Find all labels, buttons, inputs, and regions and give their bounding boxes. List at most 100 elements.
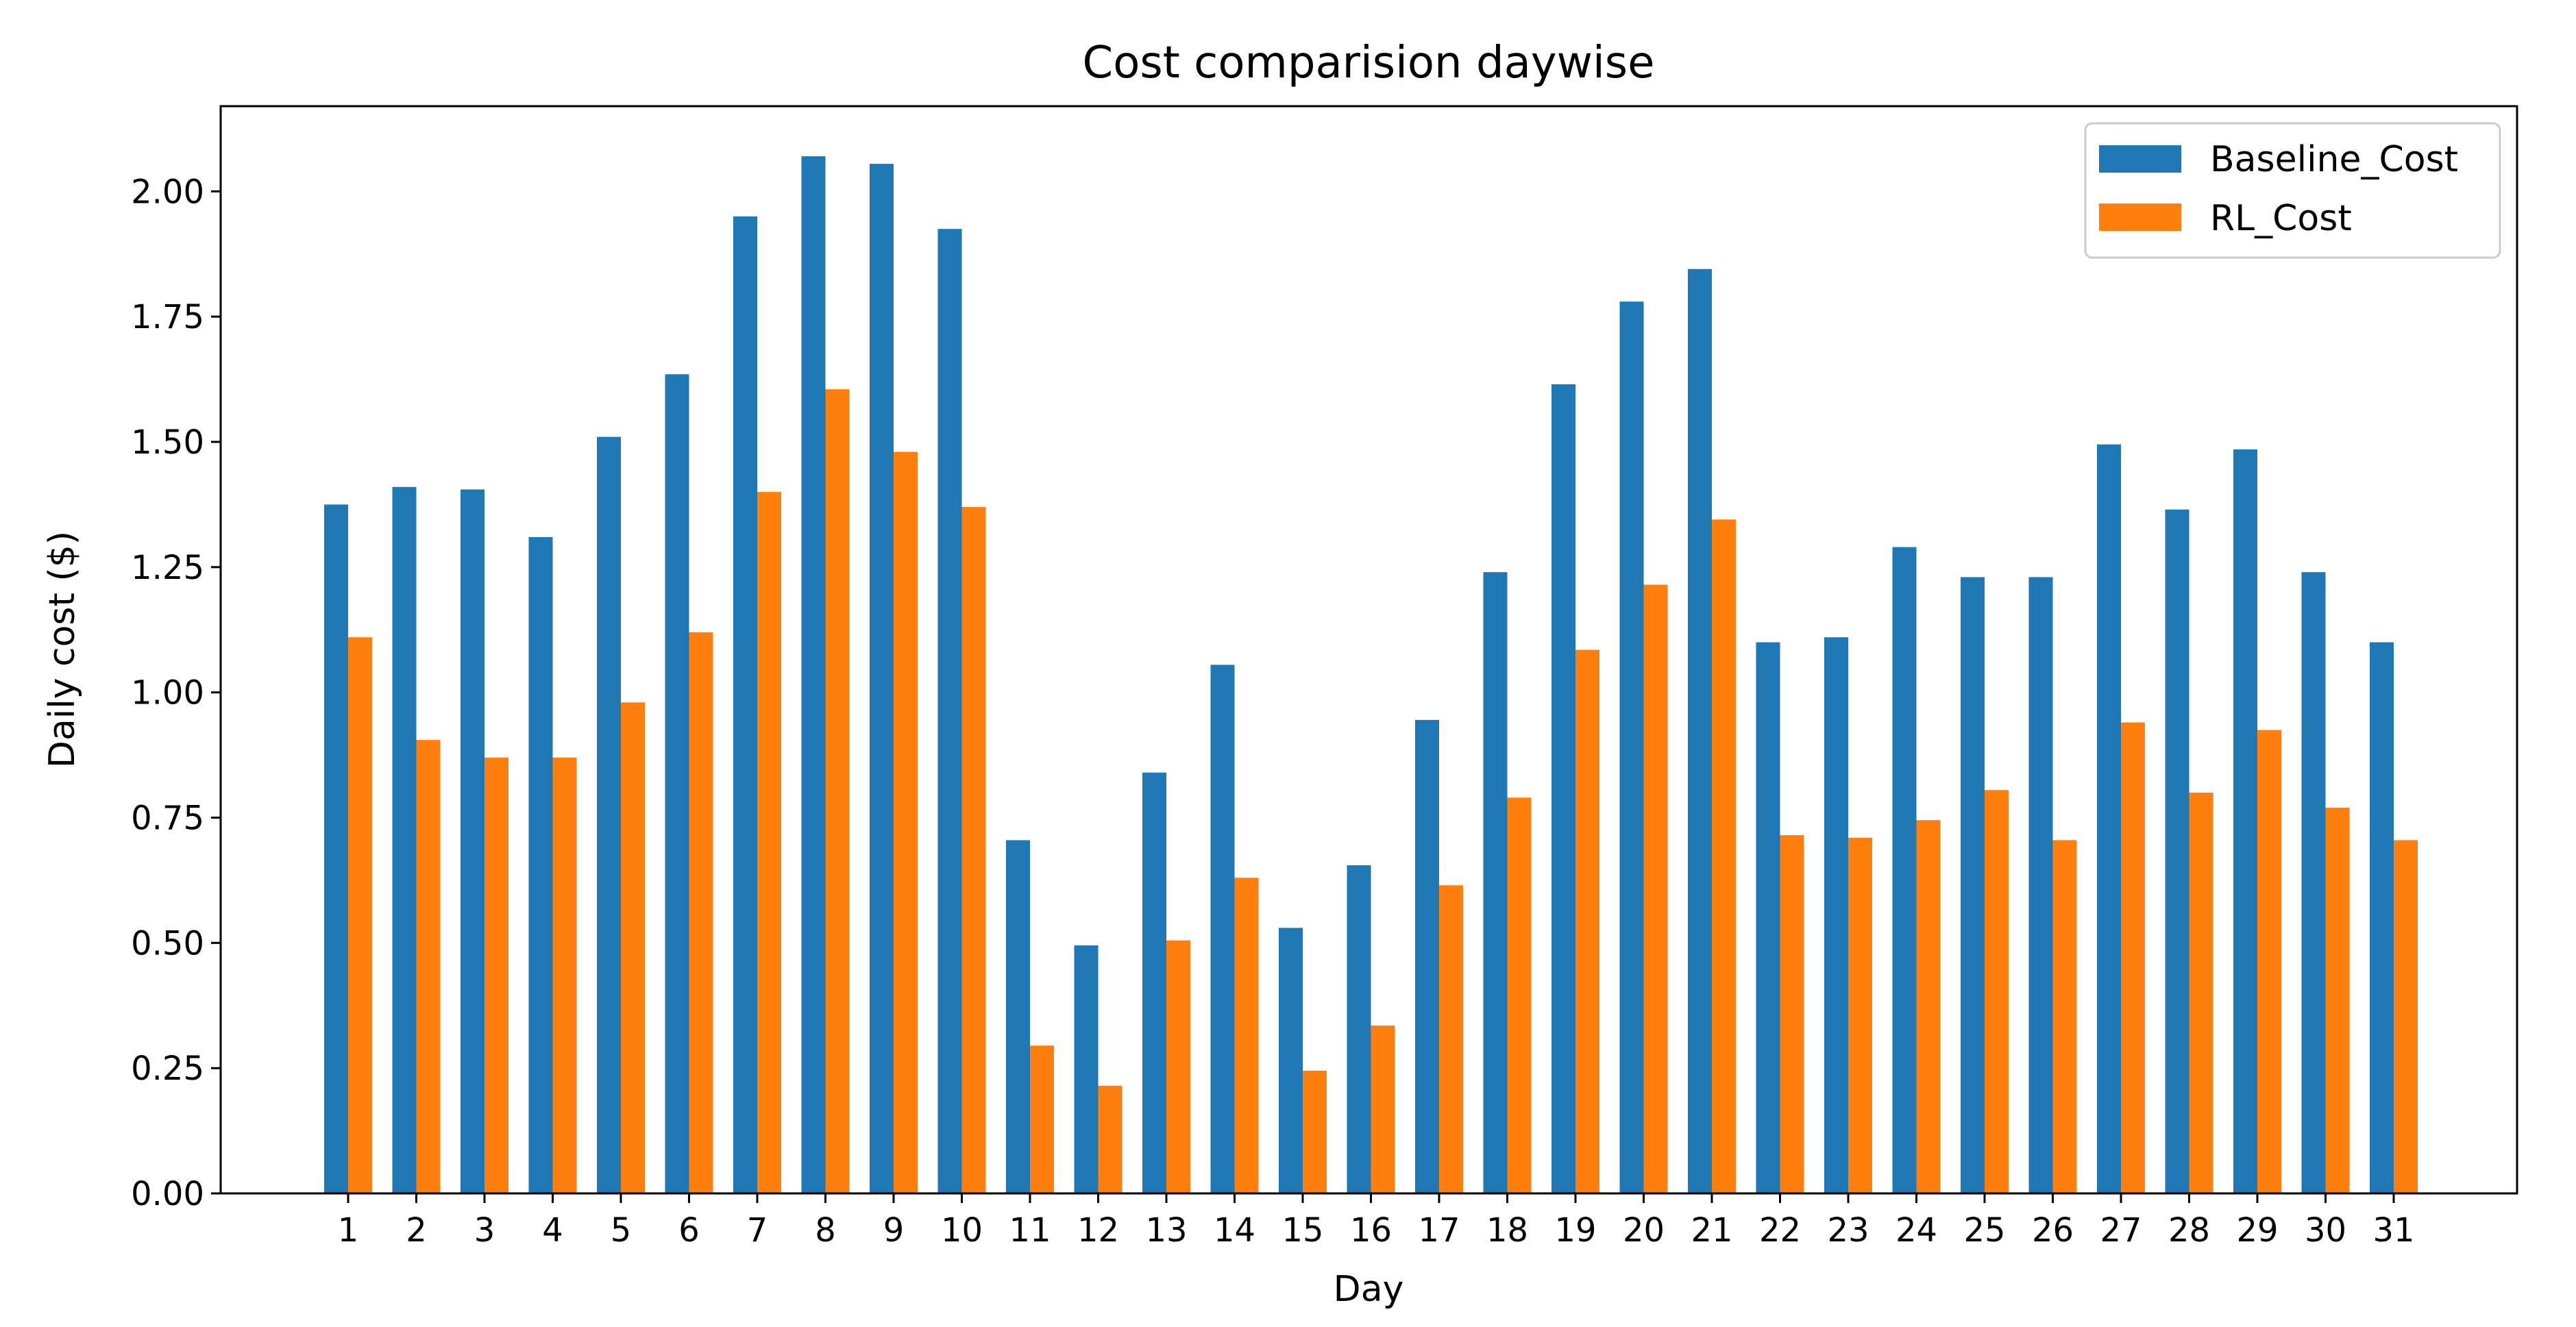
rl-bar-day-26 <box>2052 840 2077 1193</box>
baseline-bar-day-8 <box>801 156 826 1193</box>
y-tick-label: 1.50 <box>131 423 204 462</box>
x-tick-label: 12 <box>1077 1211 1119 1250</box>
x-tick-label: 2 <box>406 1211 427 1250</box>
rl-bar-day-14 <box>1234 878 1259 1193</box>
baseline-bar-day-31 <box>2370 642 2394 1193</box>
rl-bar-day-17 <box>1439 885 1463 1193</box>
y-axis-ticks: 0.00 0.25 0.50 0.75 1.00 1.25 1.50 1.75 2.00 <box>131 173 221 1213</box>
baseline-bar-day-22 <box>1756 642 1780 1193</box>
rl-bar-day-6 <box>689 632 713 1193</box>
rl-bar-day-11 <box>1030 1045 1054 1193</box>
x-tick-label: 17 <box>1418 1211 1460 1250</box>
baseline-bar-day-17 <box>1415 719 1439 1193</box>
baseline-bar-day-12 <box>1074 945 1099 1193</box>
rl-bar-day-31 <box>2394 840 2418 1193</box>
x-tick-label: 20 <box>1623 1211 1665 1250</box>
x-tick-label: 26 <box>2032 1211 2074 1250</box>
rl-bar-day-29 <box>2257 730 2281 1193</box>
y-tick-label: 0.00 <box>131 1175 204 1213</box>
x-tick-label: 16 <box>1350 1211 1392 1250</box>
x-tick-label: 22 <box>1759 1211 1801 1250</box>
rl-bar-day-7 <box>757 492 781 1193</box>
x-tick-label: 29 <box>2236 1211 2278 1250</box>
rl-bar-day-27 <box>2121 722 2145 1193</box>
x-tick-label: 18 <box>1486 1211 1528 1250</box>
x-tick-label: 14 <box>1214 1211 1255 1250</box>
rl-bar-day-30 <box>2325 807 2350 1193</box>
baseline-bar-day-29 <box>2233 449 2257 1193</box>
rl-bar-day-22 <box>1780 835 1804 1193</box>
x-tick-label: 10 <box>941 1211 983 1250</box>
rl-bar-day-23 <box>1848 837 1872 1193</box>
x-tick-label: 21 <box>1691 1211 1732 1250</box>
bars-group <box>324 156 2418 1194</box>
x-tick-label: 6 <box>678 1211 700 1250</box>
rl-bar-day-15 <box>1303 1070 1327 1193</box>
x-tick-label: 4 <box>542 1211 563 1250</box>
rl-bar-day-3 <box>484 757 508 1193</box>
rl-bar-day-8 <box>825 389 850 1193</box>
rl-bar-day-12 <box>1098 1085 1123 1193</box>
baseline-bar-day-10 <box>937 229 962 1193</box>
x-tick-label: 13 <box>1145 1211 1187 1250</box>
y-tick-label: 1.75 <box>131 298 204 336</box>
legend-box <box>2084 122 2501 259</box>
baseline-bar-day-14 <box>1210 665 1235 1193</box>
rl-bar-day-16 <box>1371 1026 1395 1193</box>
baseline-bar-day-15 <box>1279 928 1303 1193</box>
rl-bar-day-19 <box>1575 649 1599 1193</box>
x-tick-label: 30 <box>2305 1211 2346 1250</box>
rl-bar-day-28 <box>2189 792 2213 1193</box>
y-tick-label: 0.75 <box>131 799 204 837</box>
rl-bar-day-13 <box>1166 940 1190 1193</box>
rl-bar-day-21 <box>1712 519 1736 1193</box>
baseline-bar-day-6 <box>665 374 689 1194</box>
baseline-bar-day-30 <box>2301 572 2326 1193</box>
x-tick-label: 1 <box>338 1211 359 1250</box>
baseline-bar-day-24 <box>1892 547 1917 1193</box>
x-tick-label: 15 <box>1281 1211 1323 1250</box>
rl-bar-day-18 <box>1507 797 1532 1193</box>
x-tick-label: 19 <box>1554 1211 1596 1250</box>
legend: Baseline_Cost RL_Cost <box>2084 122 2501 259</box>
legend-label-rl: RL_Cost <box>2210 198 2352 239</box>
x-tick-label: 23 <box>1827 1211 1869 1250</box>
y-tick-label: 2.00 <box>131 173 204 211</box>
baseline-bar-day-21 <box>1688 269 1712 1193</box>
baseline-bar-day-3 <box>461 489 484 1193</box>
rl-bar-day-25 <box>1985 790 2009 1193</box>
rl-bar-day-10 <box>961 507 986 1193</box>
rl-bar-day-1 <box>348 637 372 1193</box>
y-tick-label: 0.50 <box>131 924 204 963</box>
baseline-bar-day-16 <box>1347 865 1371 1193</box>
baseline-bar-day-2 <box>392 486 417 1193</box>
baseline-bar-day-13 <box>1142 772 1166 1193</box>
y-tick-label: 1.00 <box>131 674 204 712</box>
x-tick-label: 25 <box>1963 1211 2005 1250</box>
baseline-bar-day-5 <box>597 436 621 1193</box>
x-tick-label: 7 <box>747 1211 768 1250</box>
legend-swatch-baseline <box>2099 145 2181 173</box>
x-tick-label: 9 <box>883 1211 905 1250</box>
y-tick-label: 0.25 <box>131 1050 204 1088</box>
rl-bar-day-20 <box>1643 584 1668 1193</box>
y-tick-label: 1.25 <box>131 549 204 587</box>
x-tick-label: 27 <box>2100 1211 2142 1250</box>
rl-bar-day-4 <box>552 757 577 1193</box>
baseline-bar-day-18 <box>1483 572 1508 1193</box>
x-tick-label: 24 <box>1896 1211 1937 1250</box>
baseline-bar-day-23 <box>1824 637 1848 1193</box>
x-tick-label: 28 <box>2168 1211 2210 1250</box>
baseline-bar-day-4 <box>528 536 553 1193</box>
x-axis-label: Day <box>1334 1269 1404 1310</box>
x-tick-label: 3 <box>474 1211 495 1250</box>
rl-bar-day-9 <box>894 451 918 1194</box>
chart-title: Cost comparision daywise <box>1083 38 1655 88</box>
x-tick-label: 31 <box>2372 1211 2414 1250</box>
baseline-bar-day-26 <box>2028 577 2053 1193</box>
rl-bar-day-5 <box>621 702 645 1193</box>
legend-swatch-rl <box>2099 203 2181 231</box>
baseline-bar-day-1 <box>324 504 348 1193</box>
baseline-bar-day-27 <box>2097 444 2121 1193</box>
